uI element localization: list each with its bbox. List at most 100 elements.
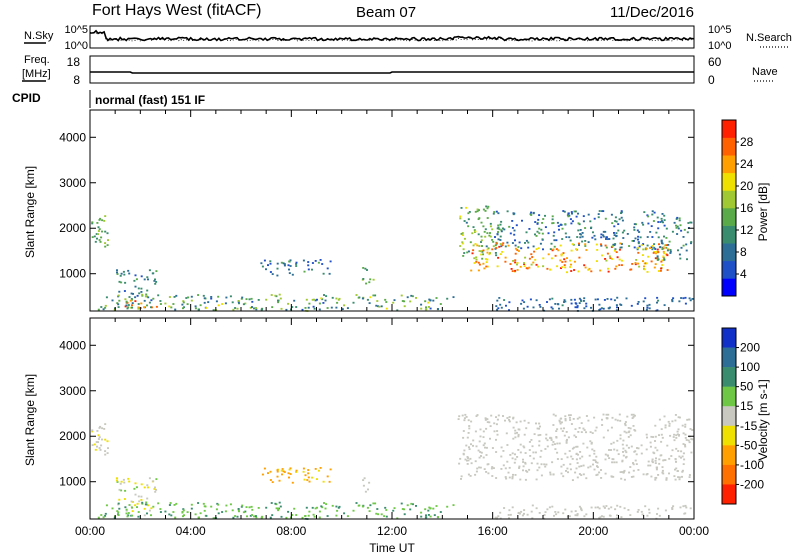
heatmap-cell — [205, 307, 208, 309]
heatmap-cell — [104, 215, 107, 218]
heatmap-cell — [103, 220, 106, 222]
heatmap-cell — [106, 244, 109, 247]
heatmap-cell — [602, 515, 605, 518]
heatmap-cell — [540, 228, 543, 231]
heatmap-cell — [684, 437, 687, 439]
heatmap-cell — [278, 479, 281, 482]
heatmap-cell — [660, 242, 663, 244]
heatmap-cell — [669, 250, 672, 253]
heatmap-cell — [679, 257, 682, 260]
heatmap-cell — [564, 266, 567, 269]
heatmap-cell — [524, 452, 527, 454]
heatmap-cell — [662, 459, 665, 462]
heatmap-cell — [157, 502, 160, 505]
heatmap-cell — [556, 221, 559, 224]
heatmap-cell — [654, 440, 657, 442]
heatmap-cell — [615, 304, 618, 307]
heatmap-cell — [452, 296, 455, 299]
heatmap-cell — [511, 475, 514, 478]
heatmap-cell — [618, 258, 621, 261]
heatmap-cell — [622, 439, 625, 442]
heatmap-cell — [141, 501, 144, 504]
heatmap-cell — [585, 415, 588, 417]
heatmap-cell — [463, 449, 466, 452]
heatmap-cell — [489, 222, 492, 225]
heatmap-cell — [229, 295, 232, 298]
heatmap-cell — [97, 516, 100, 519]
colorbar-segment — [722, 260, 736, 279]
heatmap-cell — [134, 482, 137, 485]
heatmap-cell — [103, 428, 106, 430]
heatmap-cell — [465, 221, 468, 224]
heatmap-cell — [576, 306, 579, 309]
heatmap-cell — [478, 456, 481, 459]
heatmap-cell — [462, 436, 465, 439]
heatmap-cell — [245, 506, 248, 509]
heatmap-cell — [531, 256, 534, 258]
colorbar-segment — [722, 155, 736, 174]
heatmap-cell — [269, 260, 272, 263]
heatmap-cell — [568, 236, 571, 239]
colorbar-tick-label: -200 — [740, 477, 764, 491]
heatmap-cell — [541, 238, 544, 241]
heatmap-cell — [415, 505, 418, 507]
nsearch-label: N.Search — [746, 32, 792, 44]
heatmap-cell — [383, 515, 386, 518]
heatmap-cell — [94, 448, 97, 451]
heatmap-cell — [497, 231, 500, 233]
heatmap-cell — [202, 294, 205, 297]
heatmap-cell — [106, 440, 109, 443]
heatmap-cell — [479, 451, 482, 453]
heatmap-cell — [643, 268, 646, 271]
heatmap-cell — [656, 216, 659, 219]
heatmap-cell — [528, 468, 531, 471]
heatmap-cell — [126, 515, 129, 518]
heatmap-cell — [304, 307, 307, 309]
heatmap-cell — [575, 445, 578, 448]
heatmap-cell — [393, 299, 396, 302]
heatmap-cell — [154, 278, 157, 281]
heatmap-cell — [429, 307, 432, 310]
heatmap-cell — [96, 430, 99, 432]
heatmap-cell — [324, 299, 327, 302]
heatmap-cell — [311, 262, 314, 264]
heatmap-cell — [573, 434, 576, 437]
heatmap-cell — [197, 502, 200, 504]
heatmap-cell — [485, 261, 488, 264]
heatmap-cell — [576, 514, 579, 517]
heatmap-cell — [636, 303, 639, 305]
heatmap-cell — [662, 221, 665, 224]
heatmap-cell — [647, 460, 650, 463]
heatmap-cell — [570, 302, 573, 305]
heatmap-cell — [465, 206, 468, 209]
heatmap-cell — [526, 470, 529, 473]
heatmap-cell — [579, 236, 582, 239]
heatmap-cell — [500, 446, 503, 449]
heatmap-cell — [677, 249, 680, 252]
heatmap-cell — [150, 514, 153, 517]
heatmap-cell — [100, 306, 103, 308]
heatmap-cell — [560, 253, 563, 256]
heatmap-cell — [587, 466, 590, 469]
heatmap-cell — [654, 462, 657, 465]
heatmap-cell — [514, 247, 517, 250]
heatmap-cell — [435, 297, 438, 299]
heatmap-cell — [663, 252, 666, 255]
heatmap-cell — [537, 247, 540, 250]
heatmap-cell — [203, 301, 206, 304]
heatmap-cell — [308, 480, 311, 483]
heatmap-cell — [280, 469, 283, 472]
heatmap-cell — [148, 477, 151, 480]
heatmap-cell — [104, 512, 107, 515]
heatmap-cell — [593, 449, 596, 452]
colorbar-segment — [722, 386, 736, 407]
heatmap-cell — [676, 470, 679, 472]
heatmap-cell — [484, 446, 487, 449]
heatmap-cell — [613, 244, 616, 247]
heatmap-cell — [577, 431, 580, 433]
heatmap-cell — [307, 469, 310, 471]
heatmap-cell — [429, 299, 432, 302]
heatmap-cell — [646, 236, 649, 238]
heatmap-cell — [593, 416, 596, 419]
